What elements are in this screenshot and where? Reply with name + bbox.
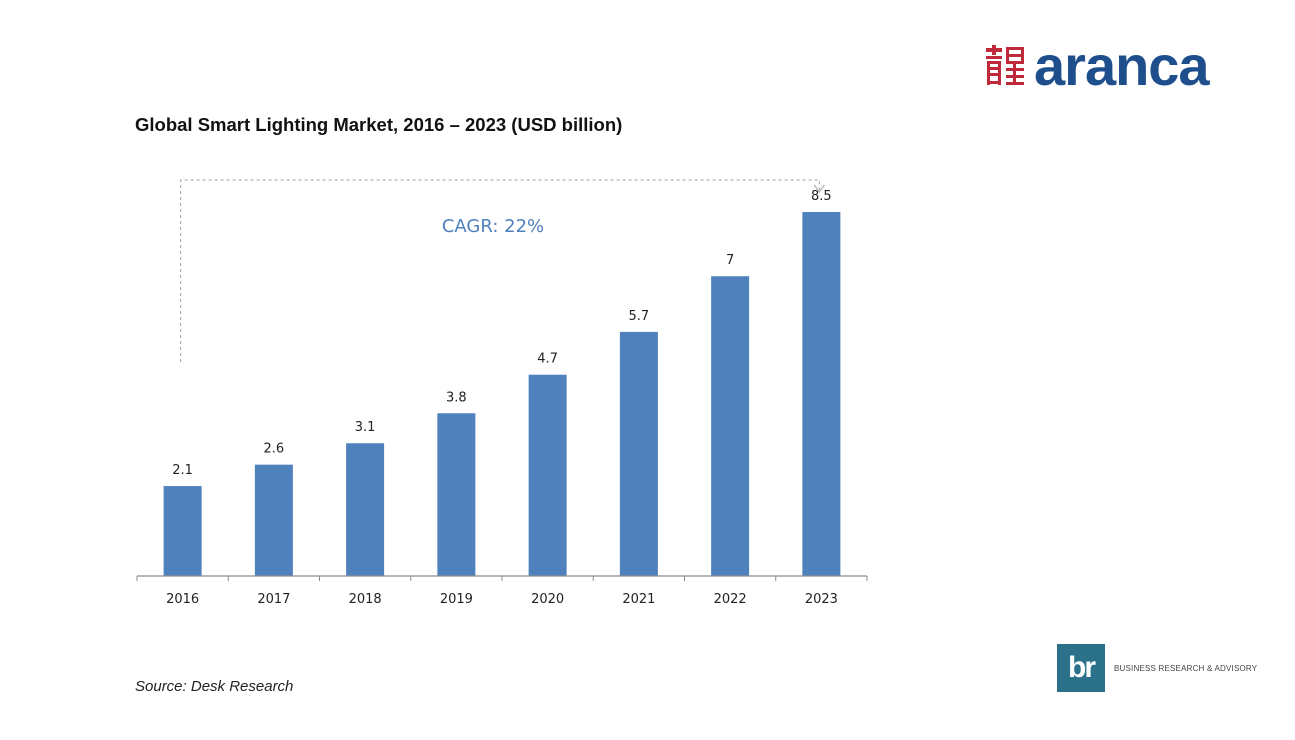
brand-name: aranca	[1034, 34, 1210, 97]
data-label-2023: 8.5	[811, 189, 832, 204]
x-tick-label-2022: 2022	[714, 592, 747, 607]
x-tick-label-2017: 2017	[257, 592, 290, 607]
bar-2023	[802, 212, 841, 576]
chart-title: Global Smart Lighting Market, 2016 – 202…	[135, 114, 623, 135]
bar-2022	[711, 276, 750, 576]
cagr-bracket	[180, 179, 820, 362]
aranca-logo: aranca	[984, 34, 1210, 97]
x-tick-label-2021: 2021	[622, 592, 655, 607]
data-label-2022: 7	[726, 253, 734, 268]
cagr-arrowhead	[813, 184, 825, 194]
source-note: Source: Desk Research	[135, 678, 294, 695]
x-tick-label-2018: 2018	[349, 592, 382, 607]
br-logo: br BUSINESS RESEARCH & ADVISORY	[1057, 644, 1257, 692]
x-tick-label-2019: 2019	[440, 592, 473, 607]
br-tagline: BUSINESS RESEARCH & ADVISORY	[1114, 663, 1258, 673]
br-logo-mark: br	[1057, 644, 1105, 692]
x-tick-label-2023: 2023	[805, 592, 838, 607]
data-label-2016: 2.1	[172, 463, 193, 478]
data-label-2020: 4.7	[537, 352, 558, 367]
bar-2018	[346, 443, 385, 576]
bar-2021	[619, 331, 658, 576]
bar-2016	[163, 486, 202, 576]
data-label-2017: 2.6	[264, 442, 285, 457]
aranca-chinese-seal-icon	[986, 45, 1024, 85]
x-tick-label-2020: 2020	[531, 592, 564, 607]
x-tick-label-2016: 2016	[166, 592, 199, 607]
cagr-label: CAGR: 22%	[442, 216, 544, 237]
bar-2019	[437, 413, 476, 576]
data-label-2021: 5.7	[629, 309, 650, 324]
bar-2017	[254, 464, 293, 576]
bar-2020	[528, 374, 567, 576]
data-label-2018: 3.1	[355, 420, 376, 435]
data-label-2019: 3.8	[446, 390, 467, 405]
